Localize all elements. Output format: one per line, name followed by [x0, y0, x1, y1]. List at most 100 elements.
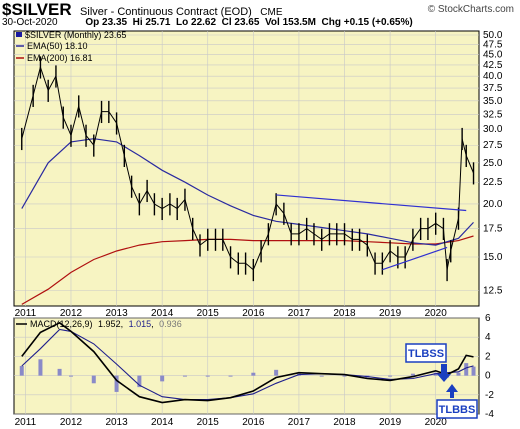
price-y-tick-label: 27.5	[483, 140, 503, 151]
tlbbs-label: TLBBS	[439, 404, 476, 416]
quote-open: Op 23.35	[85, 17, 128, 28]
macd-histogram-bar	[68, 375, 73, 377]
macd-y-tick-label: 6	[485, 313, 491, 324]
price-y-tick-label: 22.5	[483, 177, 503, 188]
symbol-description: Silver - Continuous Contract (EOD)	[80, 6, 252, 18]
quote-low: Lo 22.62	[176, 17, 217, 28]
macd-histogram-bar	[205, 375, 210, 377]
legend-ema200: EMA(200) 16.81	[27, 53, 93, 63]
macd-x-tick-label: 2014	[151, 417, 174, 428]
price-series-group	[21, 56, 475, 305]
trendline	[382, 246, 448, 271]
macd-histogram-bar	[251, 372, 256, 376]
ema50-line	[21, 138, 474, 246]
macd-x-tick-label: 2016	[242, 417, 265, 428]
macd-histogram-bar	[319, 375, 324, 377]
ema200-line	[21, 235, 474, 305]
price-y-tick-label: 30.0	[483, 124, 503, 135]
macd-y-tick-label: -2	[485, 390, 494, 401]
price-x-tick-label: 2020	[425, 308, 448, 319]
quote-volume: Vol 153.5M	[265, 17, 316, 28]
macd-series-group	[19, 321, 476, 404]
macd-x-tick-label: 2013	[105, 417, 128, 428]
price-y-tick-label: 35.0	[483, 96, 503, 107]
macd-histogram-bar	[114, 375, 119, 392]
macd-histogram-bar	[471, 366, 476, 376]
macd-histogram-bar	[57, 368, 62, 376]
macd-x-tick-label: 2012	[60, 417, 83, 428]
legend-macd-text: MACD(12,26,9) 1.952, 1.015, 0.936	[30, 319, 182, 329]
macd-histogram-bar	[464, 363, 469, 376]
macd-line	[21, 321, 474, 404]
quote-change: Chg +0.15 (+0.65%)	[321, 17, 413, 28]
tlbbs-box	[436, 399, 478, 419]
legend-separator-2: ,	[151, 319, 154, 329]
price-y-tick-label: 20.0	[483, 199, 503, 210]
macd-histogram-bar	[38, 359, 43, 376]
price-y-tick-label: 50.0	[483, 30, 503, 41]
macd-y-tick-label: 0	[485, 371, 491, 382]
annotations: TLBSS TLBBS	[405, 343, 478, 419]
price-y-tick-label: 40.0	[483, 71, 503, 82]
macd-panel	[13, 317, 480, 415]
down-arrow-icon	[437, 364, 451, 382]
price-y-tick-label: 17.5	[483, 224, 503, 235]
macd-x-tick-label: 2019	[379, 417, 402, 428]
trendline	[276, 194, 467, 212]
macd-histogram-bar	[91, 375, 96, 384]
legend-macd-value: 1.952	[98, 319, 121, 329]
price-x-tick-label: 2019	[379, 308, 402, 319]
macd-x-tick-label: 2018	[333, 417, 356, 428]
quote-high: Hi 25.71	[132, 17, 171, 28]
legend-hist-value: 0.936	[159, 319, 182, 329]
symbol-title: $SILVER	[2, 0, 72, 19]
price-line	[21, 65, 474, 271]
quote-date: 30-Oct-2020	[2, 17, 58, 28]
legend-separator-1: ,	[121, 319, 124, 329]
exchange-label: CME	[260, 7, 283, 18]
price-y-tick-label: 32.5	[483, 109, 503, 120]
macd-histogram-bar	[456, 372, 461, 376]
price-x-tick-label: 2016	[242, 308, 265, 319]
price-y-tick-label: 12.5	[483, 286, 503, 297]
macd-x-tick-label: 2020	[425, 417, 448, 428]
legend-signal-value: 1.015	[129, 319, 152, 329]
quote-line: 30-Oct-2020 Op 23.35 Hi 25.71 Lo 22.62 C…	[2, 17, 413, 28]
chart-title-line: $SILVER Silver - Continuous Contract (EO…	[2, 0, 283, 20]
tlbss-label: TLBSS	[408, 348, 444, 360]
stockcharts-watermark: © StockCharts.com	[427, 4, 514, 15]
macd-legend: MACD(12,26,9) 1.952, 1.015, 0.936	[16, 319, 182, 329]
legend-price: $SILVER (Monthly) 23.65	[25, 30, 126, 40]
price-x-axis: 2011 2012 2013 2014 2015 2016 2017 2018 2019 2020	[15, 308, 448, 319]
price-x-tick-label: 2017	[288, 308, 311, 319]
price-x-tick-label: 2011	[15, 308, 37, 319]
macd-histogram-bar	[182, 375, 187, 377]
price-y-tick-label: 45.0	[483, 49, 503, 60]
macd-x-tick-label: 2015	[197, 417, 220, 428]
legend-ema50: EMA(50) 18.10	[27, 41, 88, 51]
macd-signal-line	[21, 328, 474, 401]
macd-histogram-bar	[342, 375, 347, 377]
price-x-tick-label: 2012	[60, 308, 83, 319]
price-x-tick-label: 2013	[105, 308, 128, 319]
macd-histogram-bar	[274, 369, 279, 376]
macd-histogram-bar	[160, 375, 165, 382]
macd-y-tick-label: -4	[485, 409, 494, 420]
price-y-tick-label: 47.5	[483, 39, 503, 50]
price-y-axis: 12.5 15.0 17.5 20.0 22.5 25.0 27.5 30.0 32.5 35.0…	[483, 30, 503, 297]
macd-y-tick-label: 4	[485, 332, 491, 343]
macd-histogram-bar	[137, 375, 142, 388]
price-y-tick-label: 15.0	[483, 252, 503, 263]
macd-histogram-bar	[388, 375, 393, 377]
quote-close: Cl 23.65	[221, 17, 260, 28]
macd-histogram-bar	[228, 375, 233, 377]
legend-symbol-marker	[16, 32, 22, 37]
macd-x-tick-label: 2017	[288, 417, 311, 428]
price-x-tick-label: 2018	[333, 308, 356, 319]
tlbss-box	[405, 343, 447, 363]
price-x-tick-label: 2014	[151, 308, 174, 319]
macd-y-axis: -4 -2 0 2 4 6	[485, 313, 494, 420]
macd-histogram-bar	[19, 366, 24, 376]
macd-x-axis: 2011 2012 2013 2014 2015 2016 2017 2018 2019 2020	[15, 417, 448, 428]
